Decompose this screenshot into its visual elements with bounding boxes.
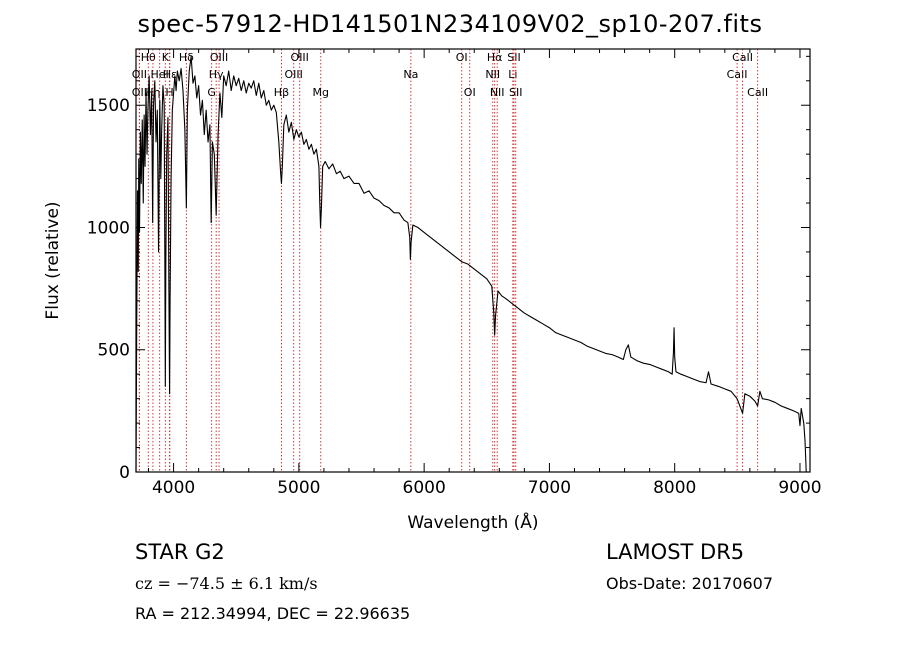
- y-tick-label: 1000: [87, 218, 130, 238]
- spectral-line-label: CaII: [727, 68, 748, 81]
- spectral-line-label: OIII: [210, 51, 228, 64]
- spectral-line-label: K: [162, 51, 170, 64]
- x-tick-label: 4000: [152, 478, 195, 498]
- y-tick-label: 0: [119, 463, 130, 483]
- plot-frame: [135, 48, 811, 473]
- spectral-line-label: Li: [508, 68, 517, 81]
- x-tick-label: 6000: [403, 478, 446, 498]
- survey-name: LAMOST DR5: [606, 540, 745, 564]
- spectral-line-label: NII: [485, 68, 500, 81]
- spectral-line-label: OI: [464, 86, 476, 99]
- spectral-line-label: Hθ: [141, 51, 156, 64]
- observation-date: Obs-Date: 20170607: [606, 574, 774, 593]
- spectral-line-label: Mg: [313, 86, 329, 99]
- spectral-line-label: SII: [509, 86, 522, 99]
- spectral-line-label: Hα: [487, 51, 503, 64]
- chart-title: spec-57912-HD141501N234109V02_sp10-207.f…: [137, 10, 763, 38]
- redshift-cz: cz = −74.5 ± 6.1 km/s: [135, 574, 318, 593]
- spectral-line-label: OIII: [285, 68, 303, 81]
- spectral-line-label: OIII: [291, 51, 309, 64]
- x-tick-label: 9000: [778, 478, 821, 498]
- spectral-line-label: OI: [456, 51, 468, 64]
- spectral-line-label: HeI: [151, 68, 169, 81]
- y-tick-label: 500: [98, 341, 130, 361]
- spectral-line-label: G: [207, 86, 216, 99]
- x-axis-label: Wavelength (Å): [407, 511, 538, 533]
- object-class: STAR G2: [135, 540, 225, 564]
- x-tick-label: 5000: [277, 478, 320, 498]
- spectral-line-label: CaII: [732, 51, 753, 64]
- spectral-line-label: Hε: [163, 68, 177, 81]
- spectral-line-label: NII: [490, 86, 505, 99]
- y-axis-label: Flux (relative): [43, 201, 63, 319]
- x-tick-label: 7000: [528, 478, 571, 498]
- spectral-line-label: Hη: [145, 86, 160, 99]
- x-tick-label: 8000: [653, 478, 696, 498]
- sky-coordinates: RA = 212.34994, DEC = 22.96635: [135, 604, 411, 623]
- spectral-line-label: Hβ: [274, 86, 289, 99]
- spectral-line-label: CaII: [747, 86, 768, 99]
- spectral-line-label: Hγ: [209, 68, 224, 81]
- spectral-line-label: Na: [403, 68, 418, 81]
- spectrum-line: [135, 55, 807, 473]
- y-tick-label: 1500: [87, 96, 130, 116]
- spectral-line-label: SII: [507, 51, 520, 64]
